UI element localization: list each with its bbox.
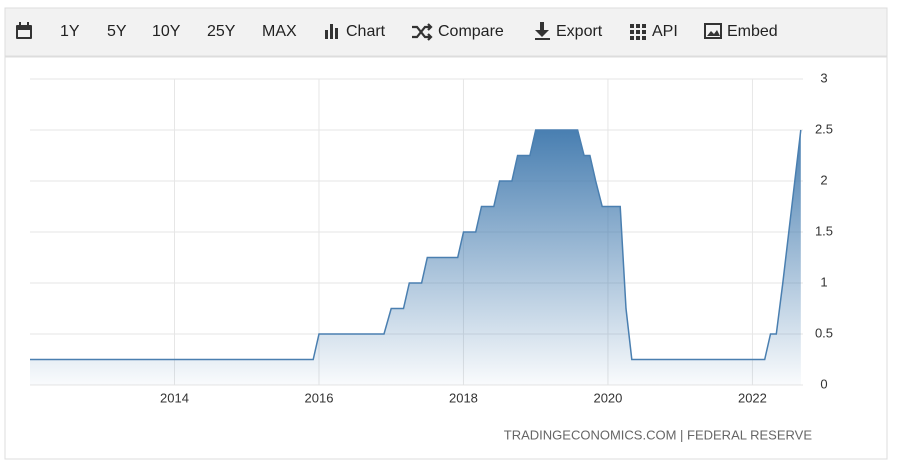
y-tick-label: 2.5	[815, 121, 833, 136]
api-icon	[630, 24, 646, 40]
y-tick-label: 1	[820, 274, 827, 289]
toolbar	[4, 7, 888, 57]
x-tick-label: 2022	[738, 390, 767, 405]
line	[30, 129, 802, 361]
x-tick-label: 2014	[160, 390, 189, 405]
toolbar-button[interactable]: API	[652, 23, 678, 40]
x-tick-label: 2016	[305, 390, 334, 405]
embed-icon	[704, 23, 722, 39]
export-icon	[535, 22, 550, 40]
y-tick-label: 2	[820, 172, 827, 187]
y-tick-label: 0.5	[815, 325, 833, 340]
toolbar-button[interactable]: MAX	[262, 23, 297, 40]
toolbar-button[interactable]: Export	[556, 23, 603, 40]
toolbar-button[interactable]: Chart	[346, 23, 386, 40]
x-tick-label: 2020	[593, 390, 622, 405]
calendar-icon[interactable]	[16, 22, 32, 39]
toolbar-button[interactable]: Compare	[438, 23, 504, 40]
y-tick-label: 1.5	[815, 223, 833, 238]
toolbar-button[interactable]: 10Y	[152, 23, 181, 40]
compare-icon	[412, 23, 433, 41]
source-label: TRADINGECONOMICS.COM | FEDERAL RESERVE	[504, 427, 813, 442]
toolbar-button[interactable]: 25Y	[207, 23, 236, 40]
toolbar-button[interactable]: Embed	[727, 23, 778, 40]
area	[30, 130, 801, 385]
chart-icon	[325, 24, 338, 39]
y-tick-label: 3	[820, 70, 827, 85]
x-tick-label: 2018	[449, 390, 478, 405]
y-tick-label: 0	[820, 376, 827, 391]
toolbar-button[interactable]: 5Y	[107, 23, 127, 40]
toolbar-button[interactable]: 1Y	[60, 23, 80, 40]
